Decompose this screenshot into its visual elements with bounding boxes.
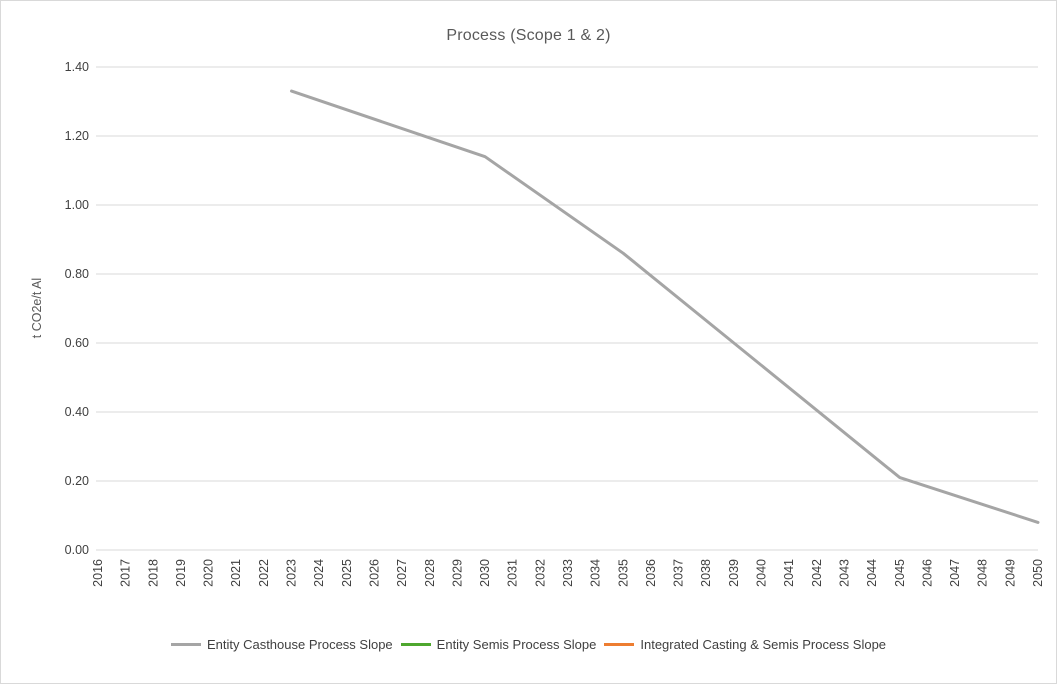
y-tick-label: 1.20 [65,129,89,143]
x-tick-label: 2045 [893,559,907,587]
legend-label: Entity Semis Process Slope [436,637,597,652]
x-tick-label: 2047 [948,559,962,587]
chart-title: Process (Scope 1 & 2) [446,27,611,44]
x-tick-label: 2027 [395,559,409,587]
x-tick-label: 2034 [589,559,603,587]
x-tick-label: 2032 [533,559,547,587]
x-tick-label: 2030 [478,559,492,587]
x-tick-label: 2041 [782,559,796,587]
legend-label: Entity Casthouse Process Slope [206,637,393,652]
chart-legend: Entity Casthouse Process Slope Entity Sem… [1,637,1056,652]
x-tick-label: 2026 [367,559,381,587]
x-tick-label: 2031 [506,559,520,587]
x-tick-label: 2048 [976,559,990,587]
x-tick-label: 2016 [91,559,105,587]
x-tick-label: 2029 [450,559,464,587]
x-tick-label: 2022 [257,559,271,587]
y-tick-label: 0.40 [65,405,89,419]
plot-area: 0.00 0.20 0.40 0.60 0.80 1.00 1.20 1.40 2016 2017… [30,60,1045,587]
x-tick-label: 2017 [119,559,133,587]
x-tick-label: 2043 [837,559,851,587]
x-tick-label: 2021 [229,559,243,587]
x-tick-label: 2046 [920,559,934,587]
legend-swatch-line [170,643,201,646]
x-tick-label: 2042 [810,559,824,587]
x-tick-label: 2023 [285,559,299,587]
legend-item: Entity Semis Process Slope [400,637,597,652]
x-tick-label: 2025 [340,559,354,587]
y-tick-label: 0.20 [65,474,89,488]
y-tick-label: 1.00 [65,198,89,212]
x-tick-label: 2020 [202,559,216,587]
legend-swatch-line [400,643,431,646]
x-tick-label: 2036 [644,559,658,587]
legend-item: Entity Casthouse Process Slope [170,637,393,652]
y-axis-title: t CO2e/t Al [30,278,44,338]
x-tick-label: 2037 [672,559,686,587]
x-tick-label: 2018 [146,559,160,587]
y-tick-label: 0.80 [65,267,89,281]
x-tick-label: 2028 [423,559,437,587]
legend-label: Integrated Casting & Semis Process Slope [640,637,887,652]
series-line [290,89,1040,524]
x-tick-label: 2050 [1031,559,1045,587]
legend-swatch-line [604,643,635,646]
x-tick-label: 2039 [727,559,741,587]
y-tick-label: 0.60 [65,336,89,350]
y-tick-label: 0.00 [65,543,89,557]
x-tick-label: 2019 [174,559,188,587]
y-tick-label: 1.40 [65,60,89,74]
x-tick-label: 2024 [312,559,326,587]
x-tick-label: 2040 [755,559,769,587]
x-tick-label: 2035 [616,559,630,587]
x-tick-label: 2049 [1003,559,1017,587]
x-tick-label: 2044 [865,559,879,587]
legend-item: Integrated Casting & Semis Process Slope [604,637,886,652]
x-tick-label: 2033 [561,559,575,587]
x-tick-label: 2038 [699,559,713,587]
